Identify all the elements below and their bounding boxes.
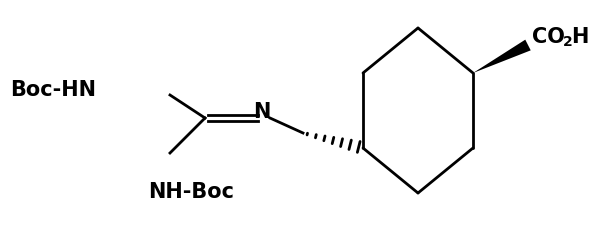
Text: CO: CO bbox=[532, 27, 565, 47]
Polygon shape bbox=[473, 40, 531, 73]
Text: Boc-HN: Boc-HN bbox=[10, 80, 96, 100]
Text: NH-Boc: NH-Boc bbox=[148, 182, 234, 202]
Text: 2: 2 bbox=[563, 35, 573, 49]
Text: N: N bbox=[253, 102, 271, 122]
Text: H: H bbox=[571, 27, 588, 47]
